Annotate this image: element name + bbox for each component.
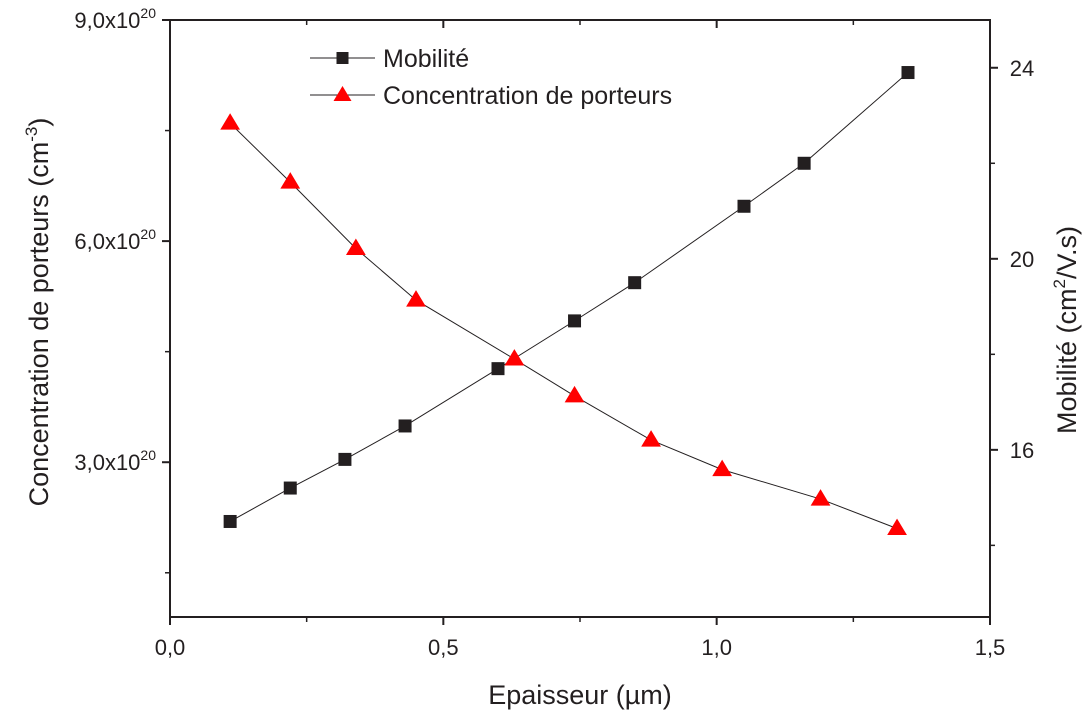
data-point-square <box>398 419 412 433</box>
x-tick-label: 0,0 <box>155 635 186 660</box>
series-line <box>229 72 909 522</box>
data-point-square <box>628 276 642 290</box>
legend-marker-square <box>336 52 349 64</box>
y-left-tick-label: 9,0x1020 <box>74 5 156 33</box>
x-tick-label: 0,5 <box>428 635 459 660</box>
y-right-axis-label: Mobilité (cm2/V.s) <box>1050 226 1082 434</box>
data-point-triangle <box>280 172 301 189</box>
y-right-tick-label: 20 <box>1010 247 1034 272</box>
data-point-square <box>737 199 751 213</box>
data-point-triangle <box>641 430 661 447</box>
y-left-axis-label-sup: -3 <box>22 127 41 142</box>
x-axis-ticks: 0,0 0,5 1,0 1,5 <box>155 20 1006 660</box>
y-left-axis-label-tail: ) <box>24 118 54 127</box>
data-point-triangle <box>712 459 733 477</box>
y-left-axis-ticks: 3,0x1020 6,0x1020 9,0x1020 <box>74 5 170 574</box>
y-right-tick-label: 24 <box>1010 56 1034 81</box>
data-point-triangle <box>887 518 907 536</box>
data-point-square <box>283 481 297 495</box>
y-right-axis-label-sup: 2 <box>1050 279 1069 288</box>
data-point-square <box>338 452 352 466</box>
legend: Mobilité Concentration de porteurs <box>310 45 672 110</box>
y-right-axis-label-base: Mobilité (cm <box>1052 288 1082 434</box>
y-right-axis-label-tail: /V.s) <box>1052 226 1082 279</box>
legend-marker-triangle <box>333 86 352 101</box>
legend-label: Mobilité <box>383 45 469 73</box>
y-right-axis-ticks: 16 20 24 <box>990 56 1034 547</box>
y-left-tick-label: 6,0x1020 <box>74 226 156 254</box>
data-point-square <box>901 66 915 80</box>
data-point-square <box>568 314 582 328</box>
x-tick-label: 1,0 <box>701 635 732 660</box>
data-point-square <box>491 362 505 376</box>
data-point-square <box>223 514 237 528</box>
x-tick-label: 1,5 <box>975 635 1006 660</box>
legend-label: Concentration de porteurs <box>383 82 672 110</box>
data-point-triangle <box>564 385 585 403</box>
y-left-axis-label: Concentration de porteurs (cm-3) <box>22 118 54 507</box>
y-left-axis-label-base: Concentration de porteurs (cm <box>24 142 54 507</box>
data-point-triangle <box>504 349 525 366</box>
data-point-triangle <box>220 113 241 130</box>
data-point-triangle <box>810 489 831 506</box>
y-left-tick-label: 3,0x1020 <box>74 447 156 475</box>
data-point-triangle <box>406 290 426 307</box>
y-right-tick-label: 16 <box>1010 438 1034 463</box>
data-point-square <box>797 156 811 170</box>
x-axis-label: Epaisseur (µm) <box>488 680 672 710</box>
data-point-triangle <box>345 238 366 255</box>
series-line <box>229 122 898 530</box>
series-layer <box>220 66 915 536</box>
